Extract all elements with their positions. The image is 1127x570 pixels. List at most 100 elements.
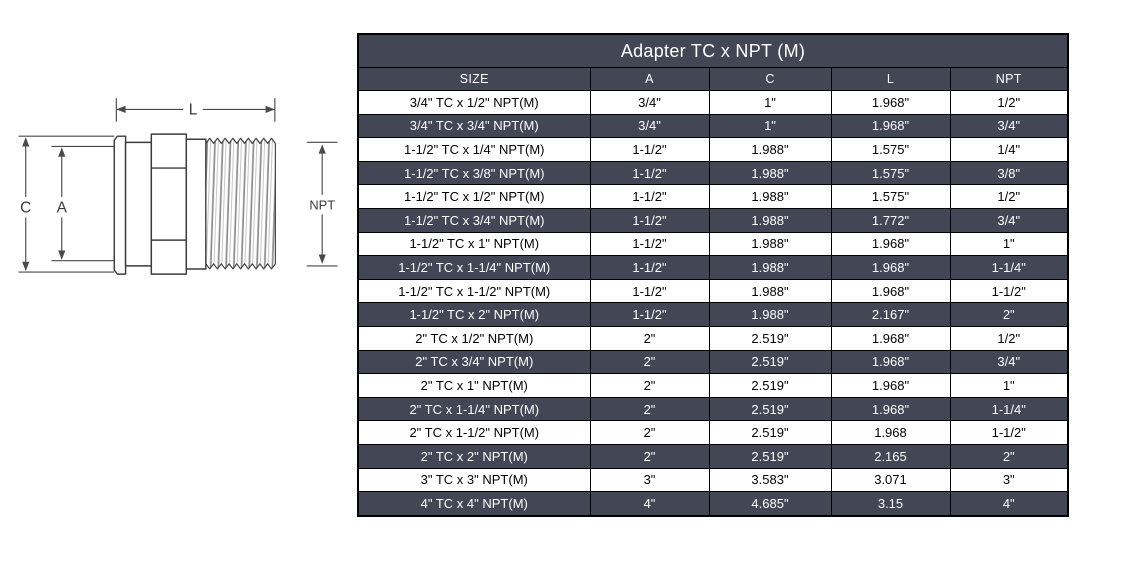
cell-c: 1.988" [708,137,832,162]
cell-npt: 3" [949,467,1069,493]
cell-c: 2.519" [708,396,832,422]
cell-a: 2" [589,373,710,398]
dim-c: C [18,135,115,273]
table-row: 3/4" TC x 1/2" NPT(M) 3/4" 1" 1.968" 1/2… [357,90,1069,115]
cell-size: 4" TC x 4" NPT(M) [357,491,591,517]
column-header-l: L [830,67,951,91]
cell-npt: 2" [949,302,1069,327]
cell-a: 2" [589,396,710,422]
table-row: 1-1/2" TC x 1" NPT(M) 1-1/2" 1.988" 1.96… [357,231,1069,257]
cell-a: 2" [589,325,710,351]
cell-l: 1.968" [830,373,951,398]
cell-c: 2.519" [708,420,832,445]
thread-section [205,137,276,270]
cell-npt: 1-1/2" [949,278,1069,304]
fitting-shoulder [185,138,207,270]
cell-c: 2.519" [708,325,832,351]
cell-size: 2" TC x 3/4" NPT(M) [357,349,591,375]
cell-c: 1" [708,90,832,115]
column-header-a: A [589,67,710,91]
cell-npt: 1/2" [949,325,1069,351]
cell-l: 1.968" [830,325,951,351]
cell-a: 1-1/2" [589,302,710,327]
cell-c: 1.988" [708,302,832,327]
cell-npt: 3/4" [949,207,1069,233]
dim-c-label: C [20,199,31,216]
cell-a: 3" [589,467,710,493]
fitting-neck [124,141,153,267]
cell-npt: 1" [949,373,1069,398]
cell-l: 1.575" [830,184,951,209]
cell-size: 3/4" TC x 3/4" NPT(M) [357,113,591,139]
cell-size: 2" TC x 1" NPT(M) [357,373,591,398]
cell-npt: 1-1/4" [949,396,1069,422]
table-row: 4" TC x 4" NPT(M) 4" 4.685" 3.15 4" [357,491,1069,517]
table-body: 3/4" TC x 1/2" NPT(M) 3/4" 1" 1.968" 1/2… [357,90,1069,517]
cell-a: 1-1/2" [589,137,710,162]
cell-npt: 2" [949,443,1069,469]
cell-l: 1.968" [830,278,951,304]
table-title-row: Adapter TC x NPT (M) [357,33,1069,68]
cell-c: 1" [708,113,832,139]
cell-l: 3.15 [830,491,951,517]
table-row: 1-1/2" TC x 1/4" NPT(M) 1-1/2" 1.988" 1.… [357,137,1069,162]
cell-npt: 1-1/2" [949,420,1069,445]
cell-size: 3" TC x 3" NPT(M) [357,467,591,493]
tc-flange [113,135,127,275]
cell-l: 2.165 [830,443,951,469]
table-row: 2" TC x 1-1/4" NPT(M) 2" 2.519" 1.968" 1… [357,396,1069,422]
dim-npt-label: NPT [309,197,335,212]
cell-c: 1.988" [708,231,832,257]
cell-c: 3.583" [708,467,832,493]
table-row: 1-1/2" TC x 1-1/2" NPT(M) 1-1/2" 1.988" … [357,278,1069,304]
table-row: 3/4" TC x 3/4" NPT(M) 3/4" 1" 1.968" 3/4… [357,113,1069,139]
cell-size: 2" TC x 2" NPT(M) [357,443,591,469]
table-row: 3" TC x 3" NPT(M) 3" 3.583" 3.071 3" [357,467,1069,493]
cell-l: 1.968" [830,90,951,115]
table-row: 2" TC x 1-1/2" NPT(M) 2" 2.519" 1.968 1-… [357,420,1069,445]
table-title: Adapter TC x NPT (M) [357,33,1069,68]
cell-l: 2.167" [830,302,951,327]
table-row: 2" TC x 1/2" NPT(M) 2" 2.519" 1.968" 1/2… [357,325,1069,351]
cell-a: 2" [589,443,710,469]
cell-c: 2.519" [708,373,832,398]
column-header-row: SIZE A C L NPT [357,67,1069,91]
table-row: 2" TC x 3/4" NPT(M) 2" 2.519" 1.968" 3/4… [357,349,1069,375]
cell-l: 1.575" [830,160,951,186]
cell-a: 1-1/2" [589,184,710,209]
fitting-outline [113,133,276,275]
cell-size: 1-1/2" TC x 3/4" NPT(M) [357,207,591,233]
column-header-npt: NPT [949,67,1069,91]
cell-size: 2" TC x 1/2" NPT(M) [357,325,591,351]
cell-size: 2" TC x 1-1/2" NPT(M) [357,420,591,445]
cell-l: 1.968" [830,113,951,139]
cell-l: 1.575" [830,137,951,162]
cell-size: 1-1/2" TC x 1-1/4" NPT(M) [357,255,591,280]
cell-c: 1.988" [708,255,832,280]
cell-a: 1-1/2" [589,231,710,257]
cell-l: 1.968 [830,420,951,445]
dim-length: L [115,98,276,122]
cell-size: 1-1/2" TC x 3/8" NPT(M) [357,160,591,186]
cell-npt: 1" [949,231,1069,257]
cell-l: 1.772" [830,207,951,233]
table-row: 1-1/2" TC x 3/8" NPT(M) 1-1/2" 1.988" 1.… [357,160,1069,186]
table-row: 1-1/2" TC x 3/4" NPT(M) 1-1/2" 1.988" 1.… [357,207,1069,233]
cell-l: 1.968" [830,349,951,375]
cell-size: 1-1/2" TC x 1/4" NPT(M) [357,137,591,162]
cell-a: 3/4" [589,90,710,115]
cell-size: 1-1/2" TC x 1-1/2" NPT(M) [357,278,591,304]
cell-a: 1-1/2" [589,207,710,233]
column-header-size: SIZE [357,67,591,91]
table-row: 2" TC x 2" NPT(M) 2" 2.519" 2.165 2" [357,443,1069,469]
cell-size: 1-1/2" TC x 1" NPT(M) [357,231,591,257]
cell-a: 1-1/2" [589,255,710,280]
cell-l: 3.071 [830,467,951,493]
cell-npt: 1/2" [949,90,1069,115]
cell-npt: 4" [949,491,1069,517]
table-row: 1-1/2" TC x 1-1/4" NPT(M) 1-1/2" 1.988" … [357,255,1069,280]
column-header-c: C [708,67,832,91]
cell-npt: 1-1/4" [949,255,1069,280]
cell-c: 2.519" [708,349,832,375]
cell-size: 1-1/2" TC x 2" NPT(M) [357,302,591,327]
